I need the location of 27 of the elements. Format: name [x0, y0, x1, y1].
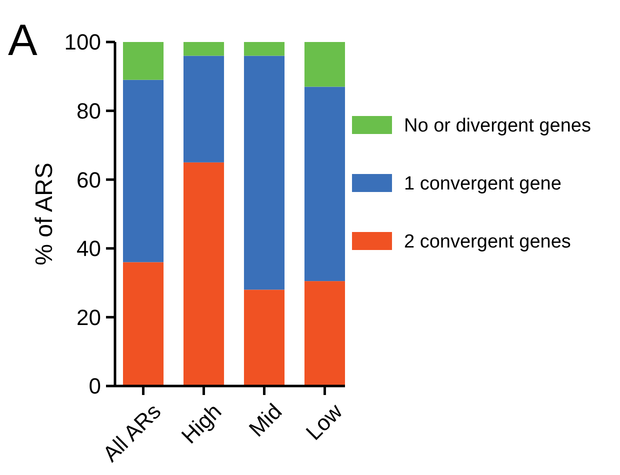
- bar: [304, 281, 345, 386]
- bar: [304, 42, 345, 87]
- x-tick-label: Mid: [244, 398, 287, 442]
- y-tick-label: 100: [64, 30, 101, 55]
- y-tick-label: 40: [76, 236, 101, 262]
- y-tick-label: 20: [76, 304, 101, 330]
- bar: [244, 42, 285, 56]
- bar: [183, 162, 224, 386]
- y-tick-label: 0: [88, 374, 101, 399]
- bar: [183, 56, 224, 162]
- legend-label: 1 convergent gene: [404, 174, 562, 195]
- legend-label: No or divergent genes: [404, 116, 591, 137]
- bar: [123, 262, 164, 386]
- x-tick-label: High: [176, 398, 226, 448]
- bar: [244, 56, 285, 290]
- legend-label: 2 convergent genes: [404, 232, 571, 253]
- x-tick-label: Low: [300, 398, 348, 445]
- y-tick-label: 60: [76, 167, 101, 192]
- bar: [183, 42, 224, 56]
- y-tick-label: 80: [76, 98, 101, 124]
- text: A: [8, 16, 38, 65]
- bar: [304, 86, 345, 282]
- bar: [123, 42, 164, 80]
- bar: [244, 290, 285, 386]
- x-tick-label: All ARs: [98, 398, 166, 467]
- bar: [123, 80, 164, 262]
- y-axis-title: % of ARS: [31, 162, 58, 266]
